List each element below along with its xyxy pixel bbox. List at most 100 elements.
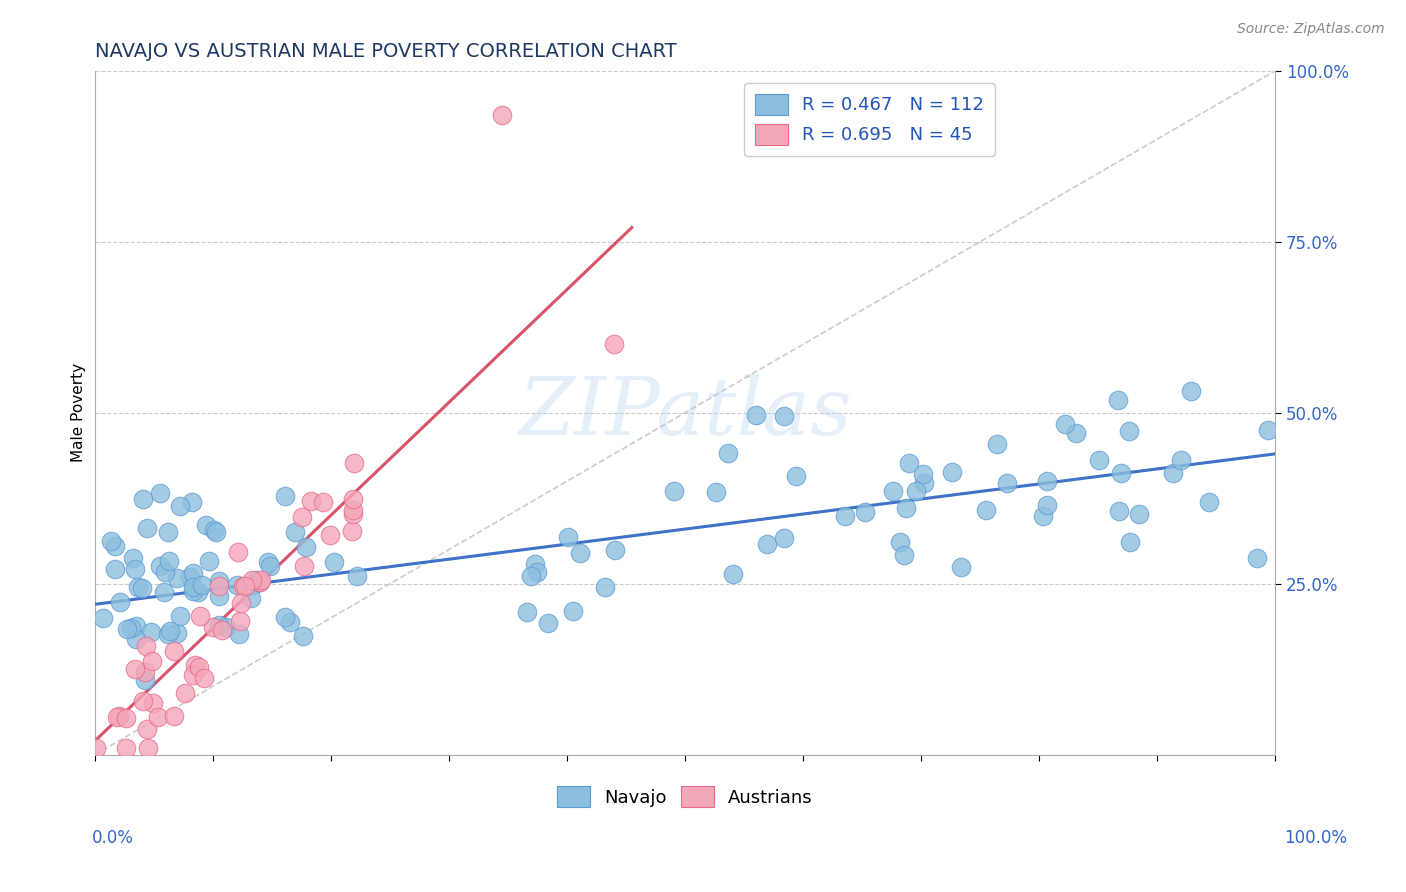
Point [1170,453,1192,467]
Point [104,562,127,576]
Point [756,537,779,551]
Point [974,503,997,517]
Point [186,585,208,599]
Point [205,525,228,540]
Point [156,525,179,540]
Point [125,632,148,646]
Point [169,609,191,624]
Y-axis label: Male Poverty: Male Poverty [72,363,86,462]
Point [274,489,297,503]
Point [202,523,225,537]
Point [1163,466,1185,480]
Point [1108,503,1130,517]
Point [228,627,250,641]
Point [904,483,927,498]
Point [124,662,146,676]
Point [153,565,176,579]
Point [773,531,796,545]
Text: Source: ZipAtlas.com: Source: ZipAtlas.com [1237,22,1385,37]
Point [295,541,318,555]
Point [104,539,127,553]
Point [91,611,114,625]
Point [717,446,740,460]
Point [772,409,794,424]
Point [215,620,238,634]
Point [166,626,188,640]
Point [250,574,273,588]
Point [516,606,538,620]
Point [120,622,142,636]
Point [100,534,122,549]
Point [1054,417,1077,431]
Point [191,578,214,592]
Point [142,696,165,710]
Point [257,556,280,570]
Point [124,619,146,633]
Point [1035,499,1057,513]
Point [785,469,807,483]
Point [1036,474,1059,488]
Point [319,528,342,542]
Point [136,521,159,535]
Point [893,548,915,562]
Point [110,595,132,609]
Point [834,508,856,523]
Point [115,622,138,636]
Text: 100.0%: 100.0% [1284,829,1347,847]
Text: NAVAJO VS AUSTRIAN MALE POVERTY CORRELATION CHART: NAVAJO VS AUSTRIAN MALE POVERTY CORRELAT… [94,42,676,61]
Point [181,566,204,580]
Point [894,500,917,515]
Point [228,545,250,559]
Legend: Navajo, Austrians: Navajo, Austrians [550,779,820,814]
Point [114,741,136,756]
Point [346,569,368,583]
Point [995,476,1018,491]
Point [135,639,157,653]
Point [194,518,217,533]
Point [184,657,207,672]
Point [342,491,364,506]
Point [149,486,172,500]
Point [134,665,156,680]
Point [173,685,195,699]
Text: ZIPatlas: ZIPatlas [519,374,852,451]
Point [197,554,219,568]
Point [201,620,224,634]
Point [157,554,180,568]
Point [131,581,153,595]
Point [912,476,935,491]
Point [122,550,145,565]
Point [292,629,315,643]
Point [745,408,768,422]
Point [246,573,269,587]
Point [159,624,181,638]
Point [853,505,876,519]
Point [603,337,626,351]
Point [292,559,315,574]
Point [146,710,169,724]
Point [181,668,204,682]
Point [208,589,231,603]
Point [897,456,920,470]
Point [950,560,973,574]
Point [1118,425,1140,439]
Point [569,546,592,560]
Point [208,574,231,589]
Point [1109,467,1132,481]
Point [595,580,617,594]
Point [520,569,543,583]
Point [536,615,558,630]
Point [181,584,204,599]
Point [986,437,1008,451]
Point [208,618,231,632]
Point [179,570,201,584]
Point [1066,426,1088,441]
Point [1180,384,1202,399]
Point [107,708,129,723]
Point [280,615,302,630]
Point [704,485,727,500]
Point [274,610,297,624]
Point [882,484,904,499]
Point [1107,392,1129,407]
Point [562,604,585,618]
